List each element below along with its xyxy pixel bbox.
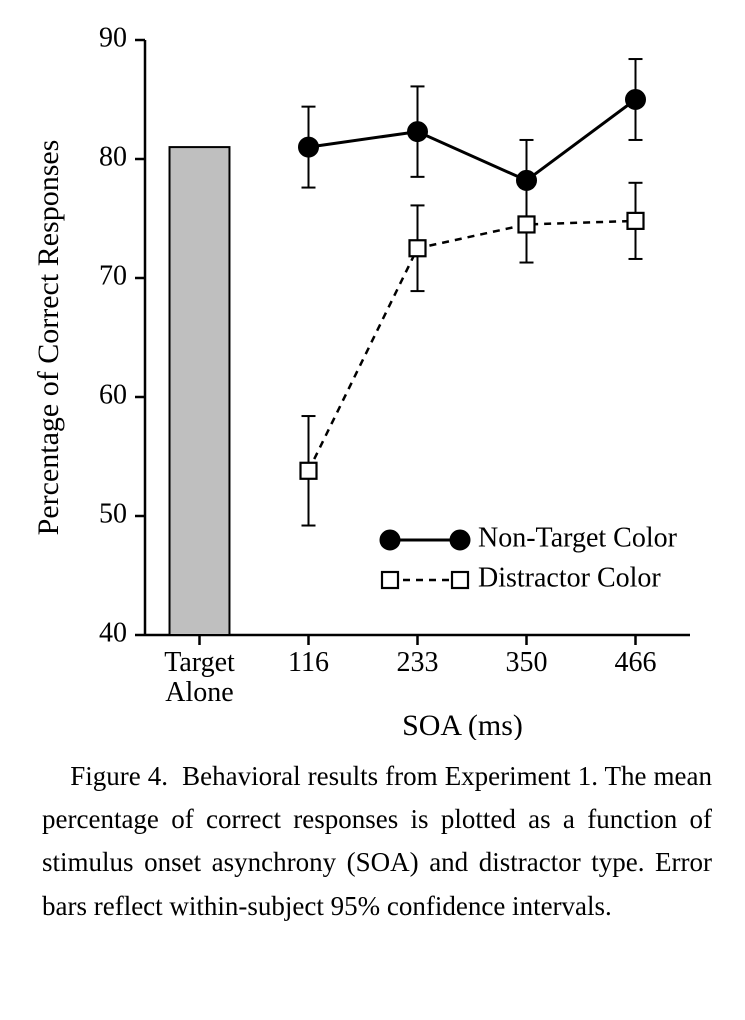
svg-text:Alone: Alone [165, 677, 233, 708]
svg-text:116: 116 [288, 647, 329, 678]
figure-caption: Figure 4. Behavioral results from Experi… [42, 755, 712, 928]
svg-text:Distractor Color: Distractor Color [478, 562, 661, 593]
svg-text:70: 70 [99, 260, 127, 291]
svg-text:466: 466 [615, 647, 657, 678]
svg-text:50: 50 [99, 498, 127, 529]
svg-text:60: 60 [99, 379, 127, 410]
svg-text:Percentage of Correct Response: Percentage of Correct Responses [32, 140, 65, 536]
svg-text:350: 350 [506, 647, 548, 678]
svg-text:Target: Target [164, 647, 235, 678]
chart-container: 40 50 60 70 80 90 TargetAlone 116 233 350 466 Perce… [30, 20, 720, 745]
svg-text:SOA (ms): SOA (ms) [402, 709, 523, 740]
page: 40 50 60 70 80 90 TargetAlone 116 233 350 466 Perce… [0, 0, 745, 1020]
svg-text:Non-Target Color: Non-Target Color [478, 522, 678, 553]
svg-text:90: 90 [99, 22, 127, 53]
chart-svg: 40 50 60 70 80 90 TargetAlone 116 233 350 466 Perce… [30, 20, 720, 740]
svg-text:233: 233 [397, 647, 439, 678]
svg-text:80: 80 [99, 141, 127, 172]
figure-label: Figure 4. [70, 761, 168, 791]
svg-text:40: 40 [99, 617, 127, 648]
